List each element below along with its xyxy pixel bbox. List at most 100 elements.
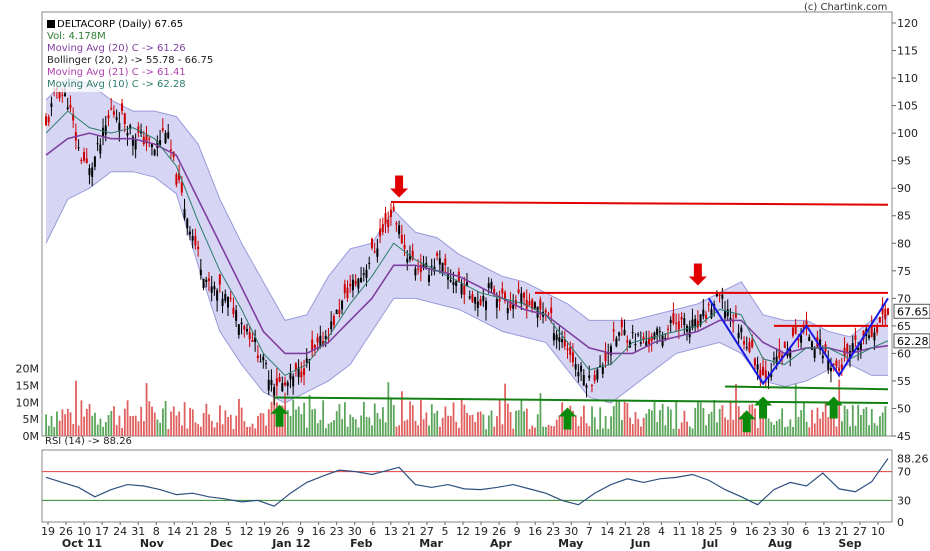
volume-bar (243, 421, 246, 436)
candle-body (148, 138, 151, 140)
candle-body (476, 301, 479, 308)
candle-body (267, 379, 270, 391)
volume-bar (588, 426, 591, 436)
candle-body (58, 91, 61, 99)
x-tick-label: 31 (131, 525, 145, 538)
candle-body (278, 377, 281, 382)
candle-body (561, 339, 564, 343)
volume-bar (311, 409, 314, 436)
volume-bar (683, 410, 686, 436)
pattern-line (707, 297, 889, 386)
volume-bar (324, 428, 327, 436)
candle-body (642, 336, 645, 340)
candle-body (675, 322, 678, 324)
volume-bar (525, 408, 528, 436)
candle-body (186, 218, 189, 229)
volume-bar (615, 400, 618, 436)
volume-bar (395, 426, 398, 436)
candle-body (517, 289, 520, 293)
candle-body (466, 282, 468, 287)
candle-body (137, 126, 140, 133)
candle-body (683, 318, 686, 326)
x-tick-label: 18 (691, 525, 705, 538)
volume-bar (653, 401, 656, 436)
volume-bar (305, 427, 308, 436)
legend-title-text: DELTACORP (Daily) 67.65 (57, 19, 184, 30)
candle-body (338, 309, 341, 315)
volume-bar (316, 423, 319, 436)
candle-body (370, 238, 373, 249)
candle-body (585, 385, 588, 388)
volume-bar (213, 427, 216, 436)
x-tick-label: 12 (456, 525, 470, 538)
candle-body (851, 342, 854, 353)
x-month-label: Sep (838, 537, 861, 550)
volume-bar (827, 417, 830, 436)
candle-body (495, 298, 498, 308)
volume-bar (550, 425, 553, 436)
volume-bar (409, 401, 411, 436)
candle-body (427, 275, 430, 282)
candle-body (449, 280, 452, 282)
candle-body (740, 327, 743, 333)
x-tick-label: 24 (113, 525, 127, 538)
candle-body (783, 342, 786, 348)
volume-bar (602, 428, 604, 436)
candle-body (153, 149, 156, 156)
x-month-label: Aug (768, 537, 792, 550)
candle-body (126, 132, 129, 136)
candle-body (482, 296, 485, 302)
candle-body (96, 143, 99, 145)
volume-bar (129, 416, 132, 436)
candle-body (183, 209, 186, 219)
candle-body (544, 310, 547, 313)
candle-body (286, 382, 289, 387)
candle-body (762, 366, 765, 376)
candle-body (368, 262, 371, 264)
candle-body (884, 308, 887, 320)
candle-body (294, 363, 297, 371)
candle-body (357, 278, 360, 289)
volume-bar (387, 382, 390, 436)
volume-bar (536, 414, 539, 436)
volume-bar (189, 407, 191, 436)
candle-body (514, 300, 517, 306)
volume-bar (113, 406, 115, 436)
volume-bar (699, 402, 702, 436)
candle-body (297, 367, 300, 378)
candle-body (408, 254, 411, 260)
candle-body (460, 283, 463, 295)
x-tick-label: 21 (185, 525, 199, 538)
volume-bar (539, 393, 542, 436)
price-tick-label: 70 (897, 292, 911, 305)
volume-bar (596, 429, 599, 436)
volume-bar (661, 403, 664, 436)
volume-bar (669, 409, 672, 436)
candle-body (395, 223, 398, 225)
green-trend-line (725, 385, 889, 391)
candle-body (392, 206, 395, 211)
legend-bollinger: Bollinger (20, 2) -> 55.78 - 66.75 (47, 55, 214, 66)
volume-bar (181, 425, 183, 436)
candle-body (349, 284, 352, 287)
volume-bar (645, 413, 648, 436)
volume-bar (91, 415, 94, 436)
candle-body (623, 329, 626, 335)
candle-body (737, 332, 740, 339)
candle-body (637, 334, 640, 336)
volume-bar (267, 409, 270, 436)
x-month-label: May (558, 537, 583, 550)
volume-bar (881, 412, 884, 436)
candle-body (726, 309, 729, 317)
volume-bar (156, 419, 159, 436)
candle-body (588, 375, 591, 379)
candle-body (381, 224, 384, 233)
volume-bar (659, 410, 661, 436)
volume-bar (506, 403, 509, 436)
volume-bar (531, 425, 534, 436)
volume-bar (637, 418, 640, 436)
candle-body (178, 172, 181, 181)
candle-body (506, 307, 509, 314)
x-month-label: Jun (630, 537, 651, 550)
price-value-box (893, 333, 930, 349)
